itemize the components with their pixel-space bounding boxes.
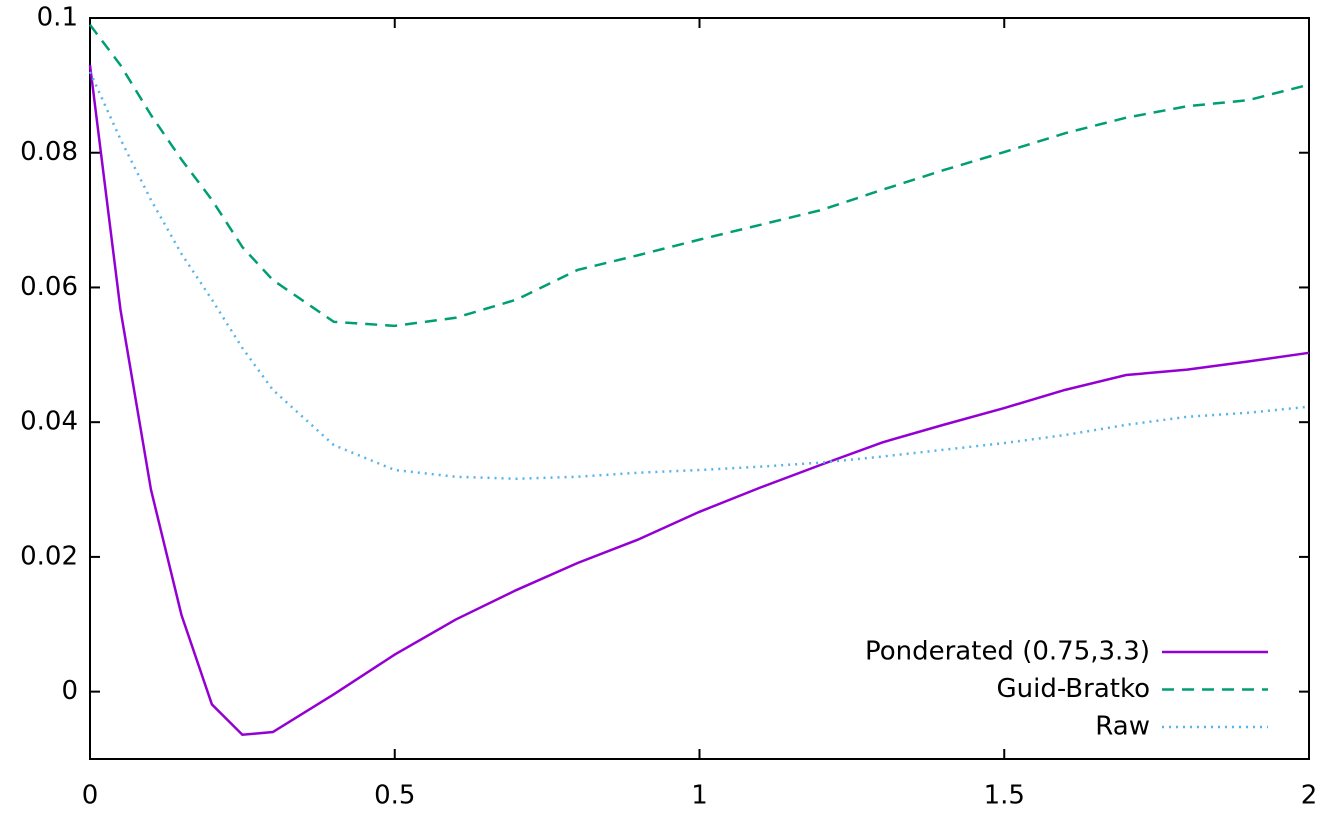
x-tick-label: 1.5 bbox=[984, 781, 1025, 811]
legend-label: Guid-Bratko bbox=[997, 674, 1151, 704]
legend-label: Raw bbox=[1095, 712, 1150, 742]
x-tick-label: 0.5 bbox=[374, 781, 415, 811]
x-tick-label: 0 bbox=[82, 781, 99, 811]
series-line bbox=[88, 71, 1310, 481]
series-line bbox=[88, 64, 1310, 737]
legend-label: Ponderated (0.75,3.3) bbox=[865, 637, 1150, 667]
y-tick-label: 0.06 bbox=[20, 272, 78, 302]
y-tick-label: 0.08 bbox=[20, 137, 78, 167]
x-tick-label: 1 bbox=[691, 781, 708, 811]
y-tick-label: 0.04 bbox=[20, 407, 78, 437]
series-line bbox=[89, 23, 1310, 328]
x-tick-label: 2 bbox=[1301, 781, 1318, 811]
y-tick-label: 0.1 bbox=[37, 3, 78, 33]
y-tick-label: 0 bbox=[61, 676, 78, 706]
y-tick-label: 0.02 bbox=[20, 541, 78, 571]
